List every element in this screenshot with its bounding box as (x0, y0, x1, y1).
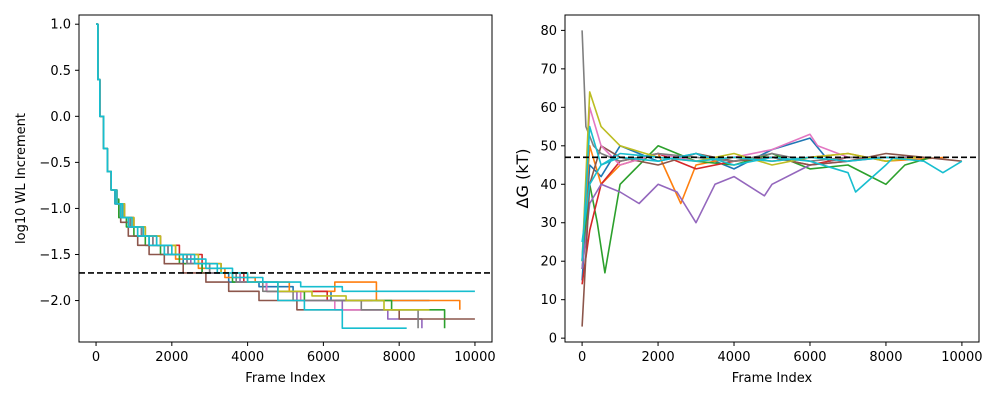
axes-frame-left (78, 14, 493, 343)
x-tick-label: 8000 (383, 350, 416, 365)
y-axis-label-right: ΔG (kT) (513, 149, 532, 209)
x-tick-label: 4000 (231, 350, 264, 365)
y-tick-label: 70 (540, 62, 557, 77)
x-tick-label: 2000 (155, 350, 188, 365)
x-tick-label: 10000 (941, 350, 982, 365)
plot-area-left (79, 15, 492, 342)
y-tick-label: 1.0 (50, 18, 71, 33)
x-tick-label: 2000 (642, 350, 675, 365)
y-ticks-left: 1.0 0.5 0.0 −0.5 −1.0 −1.5 −2.0 (39, 18, 79, 309)
y-tick-label: 80 (540, 24, 557, 39)
y-tick-label: 10 (540, 293, 557, 308)
x-ticks-left: 0 2000 4000 6000 8000 10000 (92, 342, 496, 365)
x-tick-label: 4000 (717, 350, 750, 365)
x-tick-label: 6000 (793, 350, 826, 365)
y-tick-label: 60 (540, 101, 557, 116)
series-lines-left (96, 23, 475, 329)
x-tick-label: 8000 (869, 350, 902, 365)
x-tick-label: 10000 (454, 350, 495, 365)
x-tick-label: 6000 (307, 350, 340, 365)
y-tick-label: 0.5 (50, 64, 71, 79)
x-axis-label-left: Frame Index (245, 371, 326, 386)
y-tick-label: 50 (540, 139, 557, 154)
axes-frame-right (564, 14, 980, 343)
y-tick-label: −1.5 (39, 248, 71, 263)
y-tick-label: 0.0 (50, 110, 71, 125)
y-ticks-right: 0 10 20 30 40 50 60 70 80 (540, 24, 565, 347)
plot-area-right (565, 15, 979, 342)
y-tick-label: −2.0 (39, 294, 71, 309)
x-axis-label-right: Frame Index (732, 371, 813, 386)
delta-g-panel: 0 2000 4000 6000 8000 10000 0 10 20 30 40 50 60 70 80… (513, 14, 983, 386)
wl-increment-panel: 0 2000 4000 6000 8000 10000 1.0 0.5 0.0 −0.5 −1.0… (14, 14, 496, 386)
series-line-4 (581, 152, 860, 285)
x-tick-label: 0 (578, 350, 586, 365)
y-axis-label-left: log10 WL Increment (14, 113, 29, 244)
series-line-11 (96, 23, 475, 293)
y-tick-label: 0 (549, 332, 557, 347)
x-tick-label: 0 (92, 350, 100, 365)
y-tick-label: 40 (540, 178, 557, 193)
y-tick-label: −0.5 (39, 156, 71, 171)
x-ticks-right: 0 2000 4000 6000 8000 10000 (578, 342, 983, 365)
y-tick-label: −1.0 (39, 202, 71, 217)
y-tick-label: 30 (540, 216, 557, 231)
series-line-11 (581, 125, 963, 262)
y-tick-label: 20 (540, 255, 557, 270)
